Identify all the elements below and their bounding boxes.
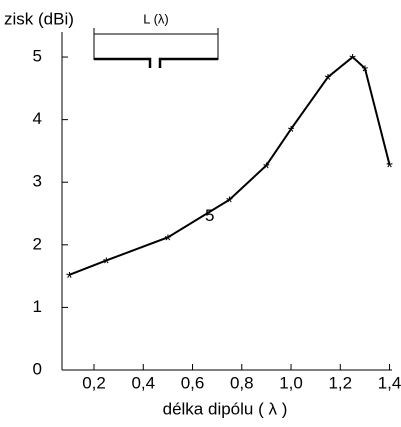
point-marker: * — [288, 123, 295, 142]
point-marker: * — [66, 268, 73, 287]
y-tick-label: 2 — [33, 234, 42, 253]
x-tick-label: 0,6 — [181, 373, 205, 392]
point-marker: * — [263, 159, 270, 178]
y-axis-label: zisk (dBi) — [4, 9, 74, 28]
y-tick-label: 4 — [33, 109, 42, 128]
point-marker: * — [103, 254, 110, 273]
inset-label: L (λ) — [143, 11, 169, 26]
point-marker: * — [349, 51, 356, 70]
x-tick-label: 0,4 — [131, 373, 155, 392]
x-tick-label: 0,8 — [230, 373, 254, 392]
point-marker: * — [386, 158, 393, 177]
point-marker: * — [325, 71, 332, 90]
y-tick-label: 1 — [33, 297, 42, 316]
point-marker: * — [362, 62, 369, 81]
point-marker: * — [165, 231, 172, 250]
y-tick-label: 0 — [33, 359, 42, 378]
inset-diagram — [93, 28, 219, 68]
annotation: 5 — [205, 206, 214, 225]
x-tick-label: 1,4 — [378, 373, 401, 392]
x-tick-label: 1,0 — [279, 373, 303, 392]
point-marker: * — [226, 193, 233, 212]
y-tick-label: 3 — [33, 172, 42, 191]
x-tick-label: 1,2 — [328, 373, 352, 392]
data-line — [69, 55, 391, 276]
x-tick-label: 0,2 — [82, 373, 106, 392]
x-axis-label: délka dipólu ( λ ) — [163, 399, 288, 418]
y-tick-label: 5 — [33, 47, 42, 66]
inset-dipole — [94, 57, 218, 68]
